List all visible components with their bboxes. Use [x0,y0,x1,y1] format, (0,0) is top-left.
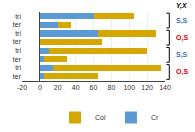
svg-text:60: 60 [90,84,98,91]
svg-text:Y,X: Y,X [176,2,188,10]
svg-text:tri: tri [15,64,21,71]
svg-text:ter: ter [13,38,22,45]
svg-text:120: 120 [141,84,153,91]
svg-text:S,S: S,S [176,51,188,59]
svg-text:tri: tri [15,47,21,54]
svg-text:tri: tri [15,30,21,37]
svg-text:ter: ter [13,73,22,80]
svg-text:S,S: S,S [176,17,188,25]
svg-text:20: 20 [54,84,62,91]
svg-text:0: 0 [38,84,42,91]
svg-text:-20: -20 [17,84,27,91]
svg-text:O,S: O,S [176,68,188,76]
svg-text:140: 140 [159,84,171,91]
svg-text:ter: ter [13,21,22,28]
svg-text:ter: ter [13,56,22,63]
svg-text:100: 100 [123,84,135,91]
svg-text:Col: Col [95,114,106,121]
svg-text:O,S: O,S [176,34,188,42]
svg-text:40: 40 [72,84,80,91]
svg-text:80: 80 [107,84,115,91]
svg-text:Cr: Cr [151,114,159,121]
svg-text:tri: tri [15,13,21,20]
